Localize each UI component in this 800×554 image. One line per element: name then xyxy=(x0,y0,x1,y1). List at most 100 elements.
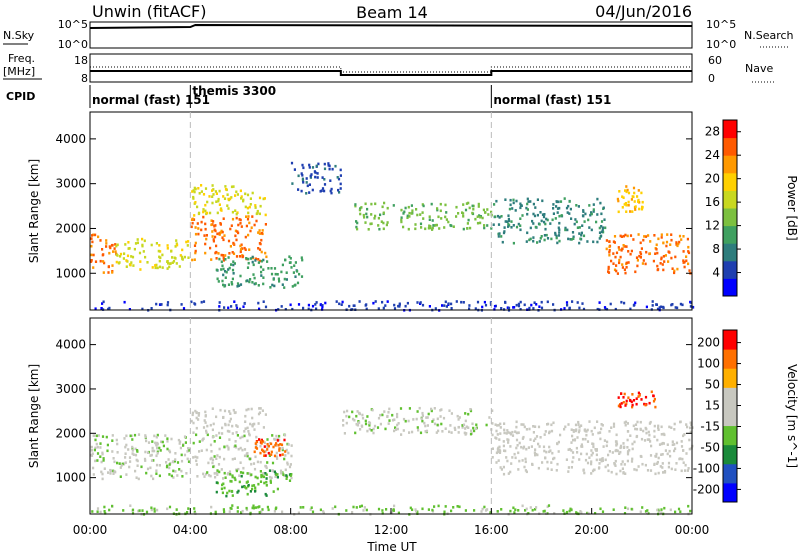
power-cell xyxy=(265,255,268,259)
power-cell xyxy=(215,244,218,248)
power-cell xyxy=(500,235,503,238)
velocity-cell xyxy=(683,433,686,436)
power-cell xyxy=(509,198,512,202)
velocity-cell xyxy=(111,434,114,437)
velocity-cell xyxy=(351,417,355,421)
velocity-cell xyxy=(311,510,315,514)
velocity-cell xyxy=(471,422,474,426)
velocity-cell xyxy=(186,511,189,514)
colorbar-tick-label: 4 xyxy=(712,266,720,280)
power-cell xyxy=(248,280,251,284)
velocity-cell xyxy=(236,425,239,428)
power-cell xyxy=(185,240,188,244)
power-cell xyxy=(507,306,511,310)
power-cell xyxy=(574,218,577,221)
power-cell xyxy=(232,272,235,275)
velocity-cell xyxy=(101,435,105,438)
velocity-cell xyxy=(161,440,164,444)
power-cell xyxy=(194,232,198,236)
velocity-cell xyxy=(661,441,664,445)
velocity-cell xyxy=(268,469,272,472)
power-cell xyxy=(102,260,105,263)
velocity-cell xyxy=(643,439,647,442)
power-cell xyxy=(157,249,160,253)
cpid-segment-label: normal (fast) 151 xyxy=(493,93,611,107)
power-cell xyxy=(155,242,158,245)
velocity-cell xyxy=(131,512,135,515)
power-cell xyxy=(662,268,665,272)
velocity-cell xyxy=(686,425,689,429)
velocity-cell xyxy=(196,475,199,478)
velocity-cell xyxy=(653,462,656,466)
power-cell xyxy=(174,257,177,260)
power-cell xyxy=(190,225,193,229)
power-cell xyxy=(150,307,153,310)
velocity-cell xyxy=(156,508,159,512)
power-cell xyxy=(534,225,537,229)
velocity-cell xyxy=(623,463,626,466)
velocity-cell xyxy=(368,424,371,427)
velocity-cell xyxy=(507,431,510,434)
power-cell xyxy=(519,224,522,227)
power-cell xyxy=(637,189,640,192)
velocity-cell xyxy=(257,412,261,416)
power-cell xyxy=(194,241,197,245)
velocity-cell xyxy=(628,398,632,402)
velocity-cell xyxy=(628,448,631,452)
power-cell xyxy=(377,216,380,220)
velocity-cell xyxy=(174,458,177,461)
velocity-cell xyxy=(119,475,122,478)
velocity-cell xyxy=(564,425,567,429)
power-cell xyxy=(624,189,627,192)
power-cell xyxy=(253,276,256,280)
velocity-cell xyxy=(381,512,384,515)
velocity-cell xyxy=(145,439,148,443)
power-cell xyxy=(293,264,296,267)
velocity-cell xyxy=(115,438,118,442)
power-cell xyxy=(251,260,254,264)
power-cell xyxy=(166,267,169,270)
velocity-cell xyxy=(227,472,230,475)
velocity-cell xyxy=(433,505,436,508)
power-cell xyxy=(681,303,684,307)
power-cell xyxy=(590,212,593,216)
power-cell xyxy=(428,224,431,228)
velocity-cell xyxy=(152,459,155,462)
power-cell xyxy=(220,268,223,271)
power-cell xyxy=(323,167,327,171)
power-cell xyxy=(623,268,626,271)
velocity-cell xyxy=(457,431,460,434)
velocity-cell xyxy=(443,510,446,514)
velocity-cell xyxy=(575,511,578,514)
power-cell xyxy=(111,271,114,274)
power-cell xyxy=(262,197,265,201)
power-cell xyxy=(512,224,515,227)
velocity-cell xyxy=(544,430,547,433)
power-cell xyxy=(385,223,388,227)
power-cell xyxy=(554,233,557,236)
velocity-cell xyxy=(356,423,360,427)
power-cell xyxy=(568,307,571,310)
velocity-cell xyxy=(642,429,645,433)
power-cell xyxy=(511,207,514,210)
colorbar-tick-label: -100 xyxy=(693,461,720,475)
power-cell xyxy=(675,241,678,244)
power-cell xyxy=(240,195,243,198)
velocity-cell xyxy=(255,447,259,450)
velocity-cell xyxy=(265,466,268,470)
velocity-cell xyxy=(96,459,99,462)
velocity-cell xyxy=(517,431,520,434)
velocity-cell xyxy=(251,484,254,488)
velocity-cell xyxy=(276,457,279,460)
velocity-cell xyxy=(243,430,246,433)
velocity-cell xyxy=(149,466,152,470)
power-cell xyxy=(493,308,496,311)
power-cell xyxy=(291,285,294,288)
power-cell xyxy=(246,217,250,221)
power-cell xyxy=(197,232,200,236)
velocity-cell xyxy=(290,454,293,458)
velocity-cell xyxy=(145,510,149,514)
power-cell xyxy=(293,284,296,287)
power-cell xyxy=(159,250,162,253)
velocity-cell xyxy=(661,466,664,469)
